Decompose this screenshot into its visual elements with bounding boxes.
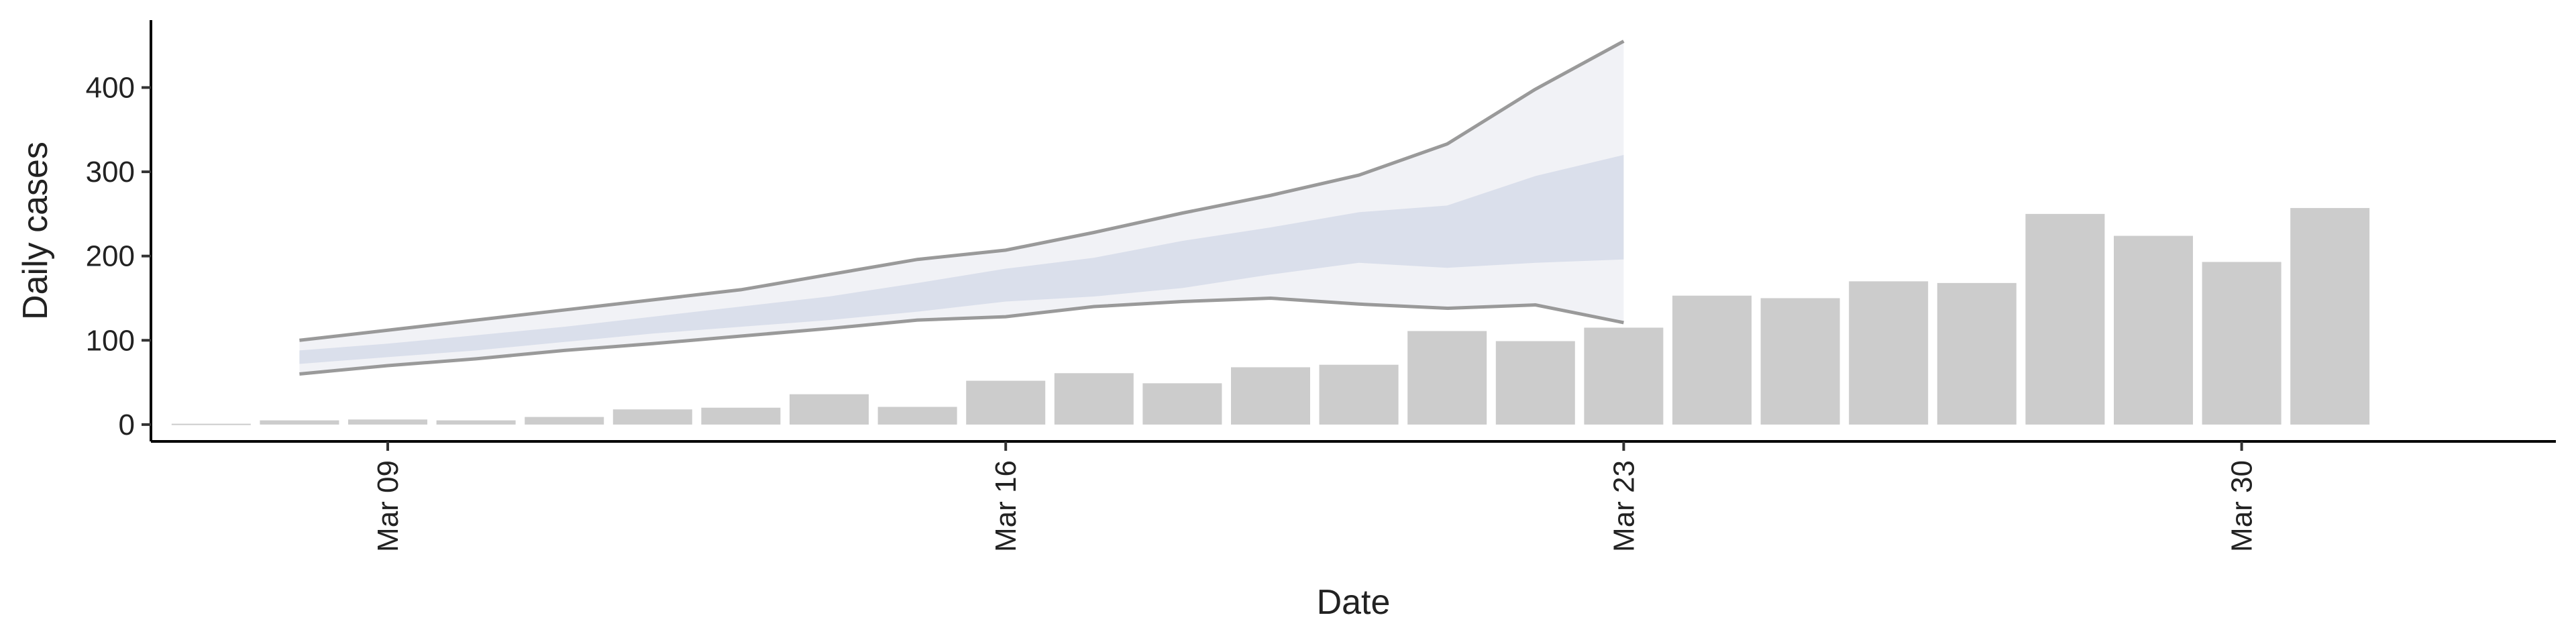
x-tick-label: Mar 23 <box>1607 460 1640 552</box>
daily-cases-bar <box>1407 331 1487 425</box>
daily-cases-bar <box>171 423 251 425</box>
daily-cases-bar <box>2025 213 2105 425</box>
daily-cases-bars <box>171 208 2370 425</box>
forecast-outer-band <box>299 41 1624 374</box>
forecast-inner-band <box>299 154 1624 364</box>
y-tick-label: 100 <box>86 324 135 357</box>
y-tick-label: 0 <box>119 409 135 441</box>
daily-cases-bar <box>1142 383 1222 425</box>
x-tick-label: Mar 30 <box>2226 460 2259 552</box>
daily-cases-bar <box>1495 341 1575 425</box>
daily-cases-bar <box>1054 373 1134 425</box>
forecast-lower-line <box>299 296 1624 376</box>
daily-cases-bar <box>1672 295 1752 425</box>
x-tick-label: Mar 09 <box>372 460 405 552</box>
forecast-bands <box>299 40 1625 376</box>
daily-cases-bar <box>1319 364 1399 425</box>
daily-cases-bar <box>966 380 1046 425</box>
daily-cases-bar <box>1937 282 2017 425</box>
x-axis-title: Date <box>1317 583 1391 622</box>
y-tick-label: 400 <box>86 71 135 104</box>
daily-cases-bar <box>1584 327 1664 425</box>
daily-cases-bar <box>701 407 781 425</box>
y-tick-label: 300 <box>86 156 135 189</box>
daily-cases-bar <box>260 420 339 425</box>
daily-cases-bar <box>877 407 957 425</box>
daily-cases-bar <box>525 417 604 425</box>
daily-cases-bar <box>436 420 516 425</box>
daily-cases-bar <box>2290 208 2370 425</box>
axis-labels: 0 100 200 300 400 Mar 09 Mar 16 Mar 23 Mar 30 Dat… <box>16 71 2259 622</box>
y-tick-label: 200 <box>86 240 135 273</box>
y-axis-title: Daily cases <box>16 142 55 320</box>
daily-cases-bar <box>1231 367 1310 425</box>
daily-cases-bar <box>790 394 869 425</box>
daily-cases-bar <box>1849 281 1929 425</box>
daily-cases-bar <box>1760 298 1840 425</box>
daily-cases-bar <box>2202 262 2282 425</box>
daily-cases-bar <box>2114 235 2193 425</box>
daily-cases-bar <box>348 419 427 425</box>
forecast-upper-line <box>299 40 1625 342</box>
daily-cases-bar <box>612 409 692 425</box>
x-tick-label: Mar 16 <box>989 460 1022 552</box>
axes <box>142 20 2556 451</box>
